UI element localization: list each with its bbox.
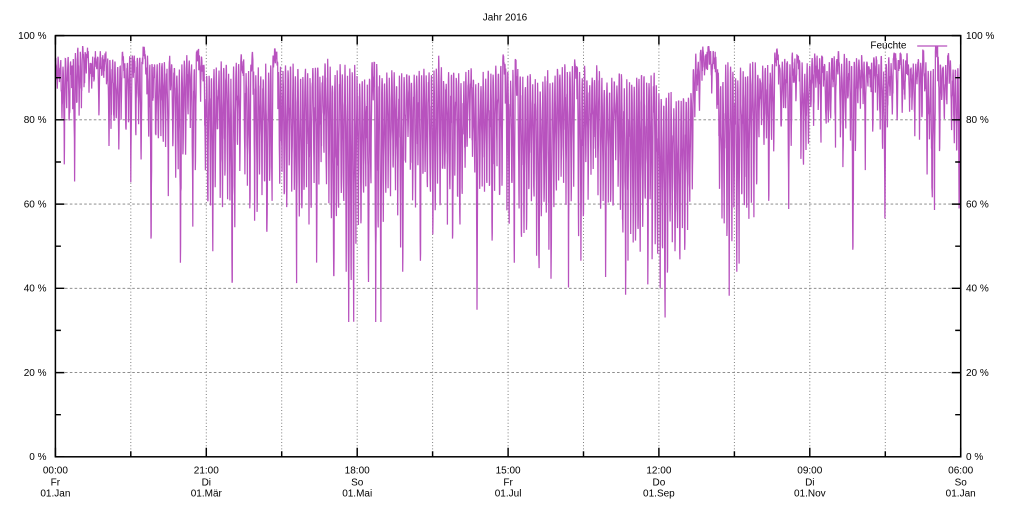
svg-text:Feuchte: Feuchte bbox=[870, 41, 907, 52]
svg-text:20 %: 20 % bbox=[966, 368, 989, 379]
svg-text:15:00: 15:00 bbox=[496, 465, 521, 476]
svg-text:Fr: Fr bbox=[503, 478, 513, 489]
svg-text:01.Sep: 01.Sep bbox=[643, 488, 675, 499]
svg-text:So: So bbox=[955, 478, 968, 489]
svg-text:18:00: 18:00 bbox=[345, 465, 370, 476]
svg-text:01.Jan: 01.Jan bbox=[946, 488, 976, 499]
svg-text:01.Mär: 01.Mär bbox=[191, 488, 223, 499]
svg-text:So: So bbox=[351, 478, 364, 489]
svg-text:01.Jul: 01.Jul bbox=[495, 488, 522, 499]
svg-text:0 %: 0 % bbox=[966, 452, 983, 463]
svg-text:100 %: 100 % bbox=[966, 31, 994, 42]
svg-text:40 %: 40 % bbox=[24, 284, 47, 295]
svg-text:0 %: 0 % bbox=[29, 452, 46, 463]
svg-text:100 %: 100 % bbox=[18, 31, 46, 42]
svg-text:06:00: 06:00 bbox=[948, 465, 973, 476]
svg-text:09:00: 09:00 bbox=[797, 465, 822, 476]
svg-text:60 %: 60 % bbox=[966, 199, 989, 210]
svg-text:Fr: Fr bbox=[51, 478, 61, 489]
svg-text:80 %: 80 % bbox=[24, 115, 47, 126]
svg-text:20 %: 20 % bbox=[24, 368, 47, 379]
svg-text:40 %: 40 % bbox=[966, 284, 989, 295]
svg-text:01.Mai: 01.Mai bbox=[342, 488, 372, 499]
svg-text:12:00: 12:00 bbox=[646, 465, 671, 476]
svg-text:60 %: 60 % bbox=[24, 199, 47, 210]
svg-text:Jahr 2016: Jahr 2016 bbox=[483, 13, 528, 24]
svg-text:Di: Di bbox=[202, 478, 211, 489]
svg-text:01.Jan: 01.Jan bbox=[40, 488, 70, 499]
svg-text:80 %: 80 % bbox=[966, 115, 989, 126]
svg-text:Di: Di bbox=[805, 478, 814, 489]
svg-text:00:00: 00:00 bbox=[43, 465, 68, 476]
svg-text:21:00: 21:00 bbox=[194, 465, 219, 476]
svg-text:Do: Do bbox=[653, 478, 666, 489]
svg-text:01.Nov: 01.Nov bbox=[794, 488, 826, 499]
